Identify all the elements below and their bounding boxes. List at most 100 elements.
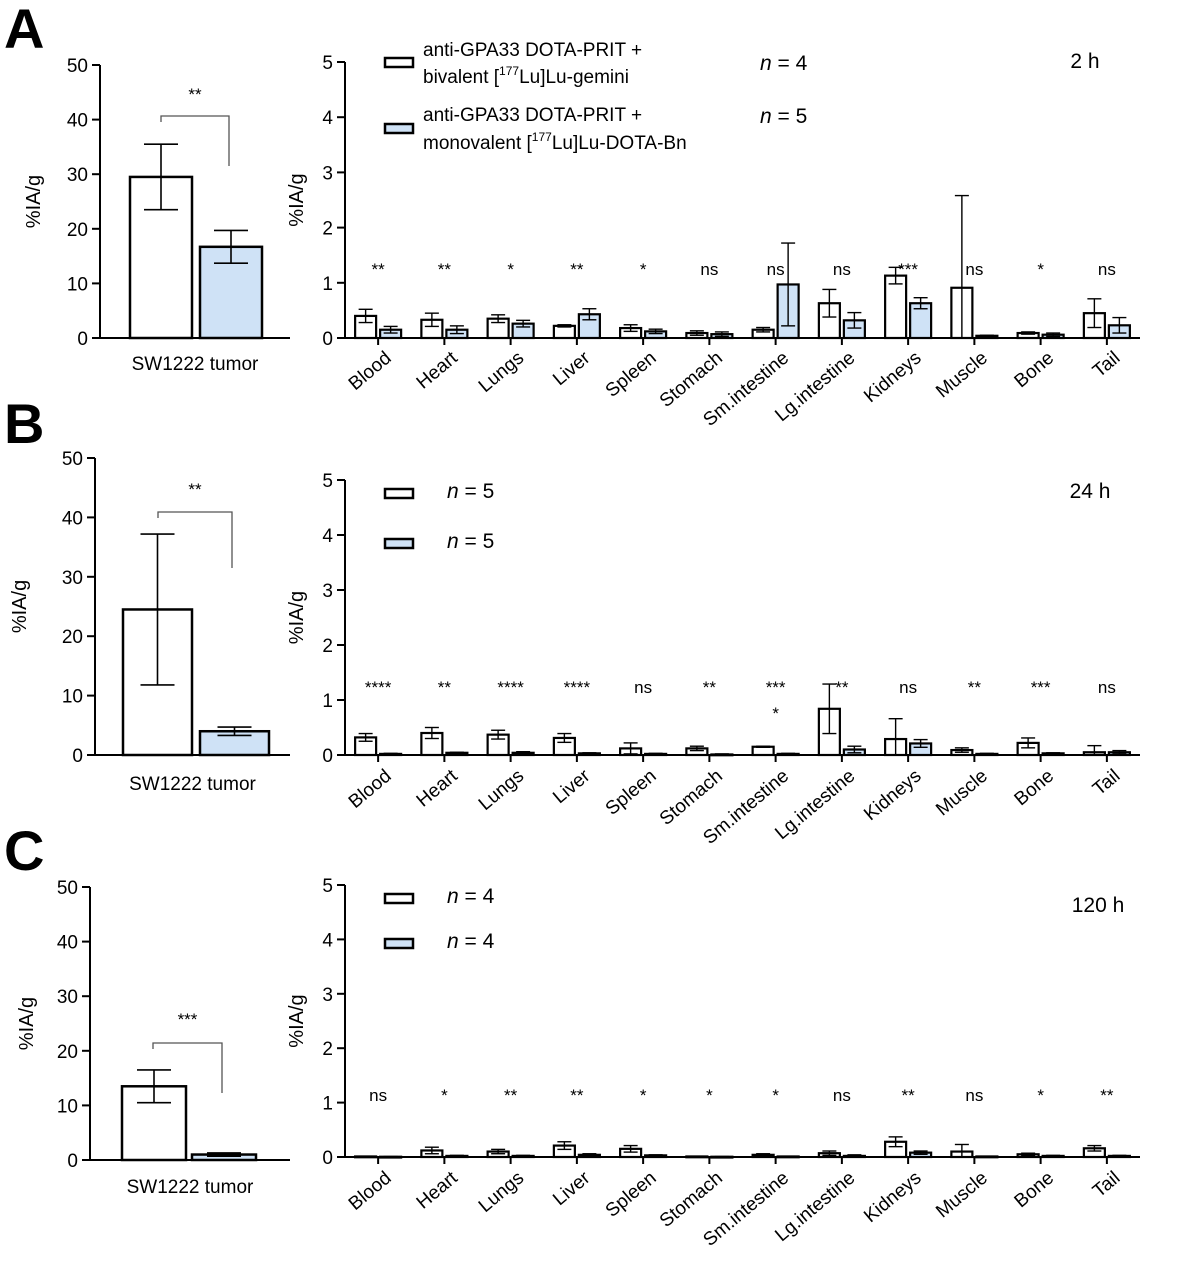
significance-label: * [1037, 1086, 1044, 1105]
category-label: Heart [413, 1167, 463, 1213]
n-label: n = 5 [447, 480, 494, 503]
y-tick-label: 5 [322, 53, 333, 74]
significance-label: ** [1100, 1086, 1114, 1105]
legend-swatch [383, 487, 415, 500]
y-tick-label: 40 [57, 933, 78, 954]
category-label: Muscle [932, 766, 992, 821]
y-tick-label: 0 [67, 1151, 78, 1172]
y-tick-label: 30 [67, 165, 88, 186]
chart-a-organs: 0 1 2 3 4 5 %IA/g ** Blood ** Heart * Lungs ** Liver * S… [286, 50, 1140, 431]
panel-letter-a: A [4, 0, 44, 60]
significance-label: ns [833, 1086, 851, 1105]
y-tick-label: 4 [322, 930, 333, 951]
significance-label: ns [767, 260, 785, 279]
legend-swatch-group1 [383, 56, 415, 69]
y-tick-label: 2 [322, 636, 333, 657]
y-axis-label: %IA/g [286, 173, 308, 226]
category-label: SW1222 tumor [127, 1177, 254, 1198]
category-label: Blood [345, 1168, 396, 1215]
significance-label: ** [703, 678, 717, 697]
chart-b-tumor: 0 10 20 30 40 50 %IA/g ** SW1222 tumor [9, 449, 290, 795]
significance-label: *** [178, 1010, 198, 1029]
legend-group1-line1: anti-GPA33 DOTA-PRIT + [423, 40, 642, 61]
time-label: 2 h [1070, 50, 1099, 73]
category-label: Tail [1089, 348, 1124, 382]
y-tick-label: 0 [77, 329, 88, 350]
category-label: Lungs [475, 766, 528, 815]
category-label: Lungs [475, 1168, 528, 1217]
y-tick-label: 2 [322, 219, 333, 240]
legend: anti-GPA33 DOTA-PRIT + bivalent [177Lu]L… [383, 40, 687, 154]
n-label: n = 4 [447, 930, 495, 953]
y-tick-label: 3 [322, 581, 333, 602]
category-label: Spleen [602, 348, 661, 402]
category-label: SW1222 tumor [132, 354, 259, 375]
y-tick-label: 0 [322, 1148, 333, 1169]
significance-label: ns [369, 1086, 387, 1105]
category-label: SW1222 tumor [129, 774, 256, 795]
y-tick-label: 0 [322, 746, 333, 767]
y-tick-label: 50 [62, 449, 83, 470]
chart-b-organs: 012345%IA/g****Blood**Heart****Lungs****… [286, 471, 1140, 849]
legend-swatch-group2 [383, 122, 415, 135]
n-label: n = 4 [760, 52, 808, 75]
y-tick-label: 20 [67, 220, 88, 241]
category-label: Kidneys [860, 1168, 925, 1228]
y-tick-label: 3 [322, 985, 333, 1006]
significance-bracket [152, 1042, 223, 1093]
category-label: Kidneys [860, 348, 925, 408]
significance-label: ns [833, 260, 851, 279]
y-axis-label: %IA/g [286, 591, 308, 644]
y-tick-label: 4 [322, 108, 333, 129]
significance-label: ** [372, 260, 386, 279]
significance-label: * [706, 1086, 713, 1105]
significance-label: * [772, 1086, 779, 1105]
y-axis-label: %IA/g [16, 997, 38, 1050]
legend-swatch [383, 937, 415, 950]
y-axis-label: %IA/g [9, 580, 31, 633]
category-label: Muscle [932, 348, 992, 403]
significance-bracket [157, 511, 233, 568]
category-label: Heart [413, 347, 463, 393]
significance-label: ** [968, 678, 982, 697]
category-label: Liver [549, 765, 595, 808]
n-label: n = 5 [760, 105, 807, 128]
significance-label: ns [899, 678, 917, 697]
y-axis-label: %IA/g [23, 175, 45, 228]
panel-letter-b: B [4, 392, 44, 455]
legend-group1-line2: bivalent [177Lu]Lu-gemini [423, 64, 629, 88]
y-tick-label: 2 [322, 1039, 333, 1060]
legend-swatch [383, 537, 415, 550]
category-label: Blood [345, 766, 396, 813]
significance-label: ** [504, 1086, 518, 1105]
category-label: Blood [345, 348, 396, 395]
significance-label: **** [497, 678, 524, 697]
category-label: Heart [413, 765, 463, 811]
legend-group2-line2: monovalent [177Lu]Lu-DOTA-Bn [423, 130, 687, 154]
significance-label: *** [766, 678, 786, 697]
y-tick-label: 10 [67, 274, 88, 295]
y-tick-label: 1 [322, 1094, 333, 1115]
significance-label: ns [634, 678, 652, 697]
y-axis-label: %IA/g [286, 994, 308, 1047]
significance-label: ** [438, 260, 452, 279]
significance-label: ns [965, 1086, 983, 1105]
category-label: Bone [1011, 1168, 1058, 1213]
category-label: Tail [1089, 1168, 1124, 1202]
y-tick-label: 30 [57, 987, 78, 1008]
time-label: 24 h [1070, 480, 1111, 503]
significance-label: ** [835, 678, 849, 697]
y-tick-label: 4 [322, 526, 333, 547]
chart-c-organs: 012345%IA/gnsBlood*Heart**Lungs**Liver*S… [286, 876, 1140, 1251]
legend-group2-line1: anti-GPA33 DOTA-PRIT + [423, 105, 642, 126]
n-label: n = 5 [447, 530, 494, 553]
panel-letter-c: C [4, 819, 44, 882]
legend-swatch [383, 892, 415, 905]
y-tick-label: 20 [62, 627, 83, 648]
significance-label: * [507, 260, 514, 279]
y-tick-label: 0 [322, 329, 333, 350]
y-tick-label: 3 [322, 163, 333, 184]
category-label: Bone [1011, 348, 1058, 393]
category-label: Liver [549, 347, 595, 390]
